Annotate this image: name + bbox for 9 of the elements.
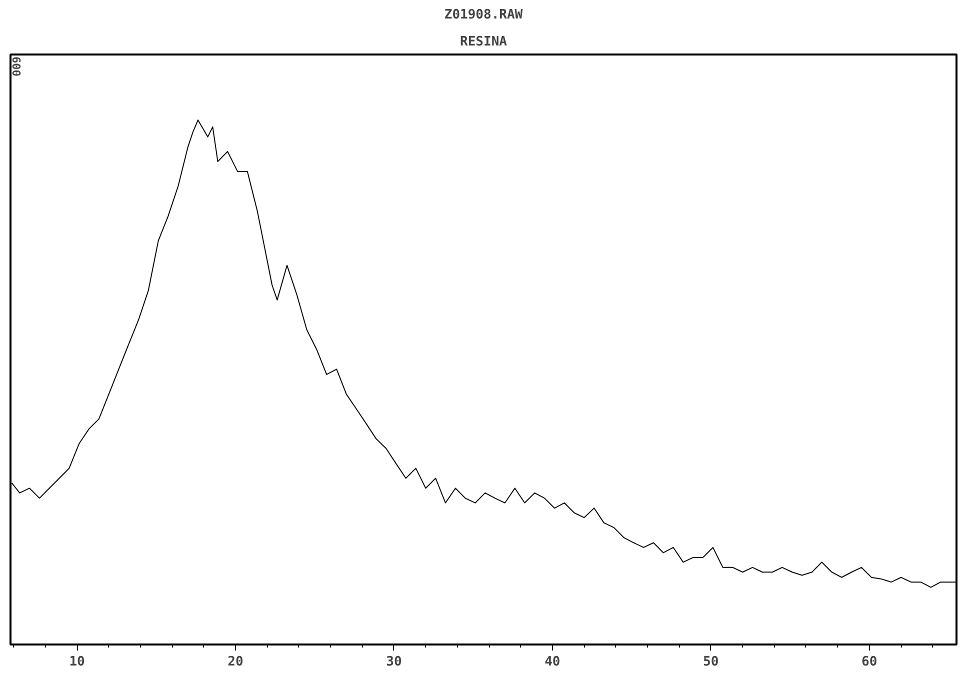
x-tick-label: 60 (862, 654, 878, 670)
chart-subtitle: RESINA (460, 34, 508, 50)
chart-title: Z01908.RAW (444, 8, 523, 22)
text: 600 (10, 56, 22, 76)
x-tick-label: 40 (544, 654, 560, 670)
x-tick-label: 50 (703, 654, 719, 670)
x-tick-label: 20 (228, 654, 244, 670)
x-tick-label: 30 (386, 654, 402, 670)
x-tick-label: 10 (69, 654, 86, 670)
